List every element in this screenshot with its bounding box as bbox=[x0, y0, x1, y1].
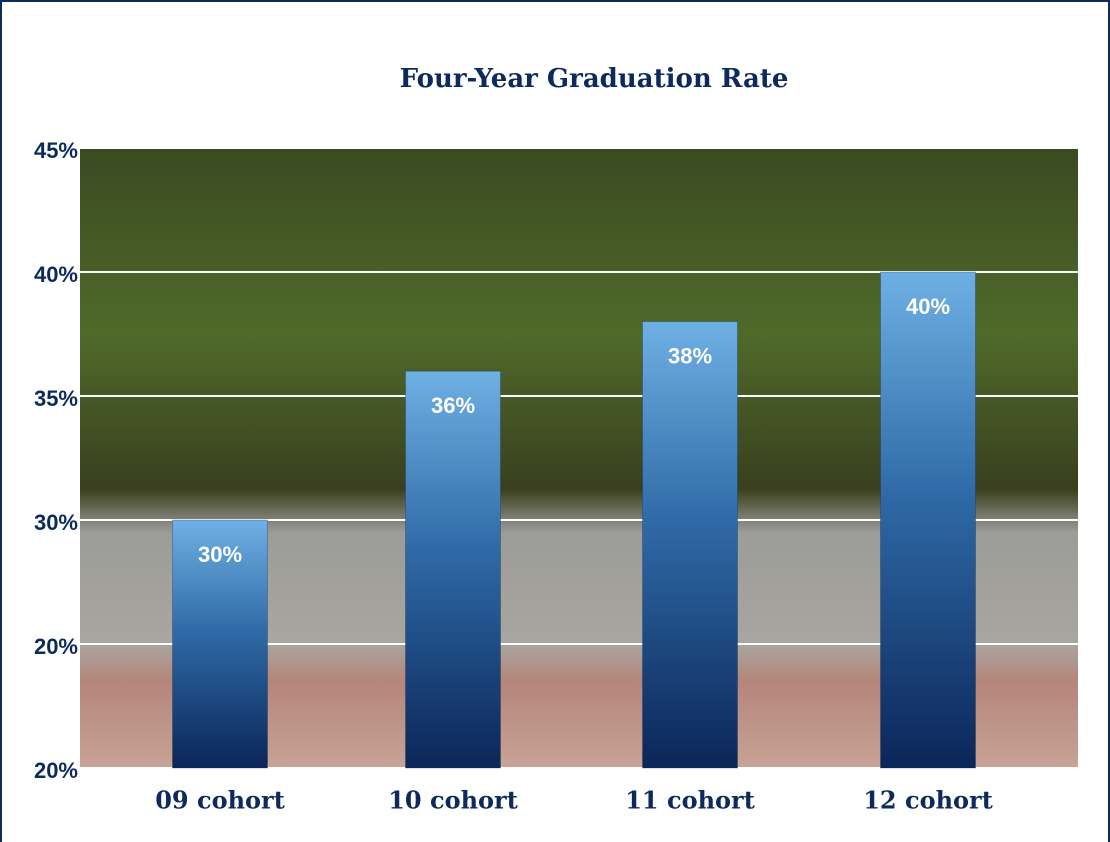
y-tick-label: 35% bbox=[34, 386, 78, 411]
value-label: 30% bbox=[198, 542, 242, 567]
value-label: 36% bbox=[431, 393, 475, 418]
y-tick-label: 20% bbox=[34, 634, 78, 659]
value-label: 38% bbox=[668, 343, 712, 368]
bar bbox=[405, 370, 501, 769]
x-tick-label: 11 cohort bbox=[625, 786, 755, 815]
value-label: 40% bbox=[906, 294, 950, 319]
bar bbox=[172, 519, 268, 769]
y-tick-label: 40% bbox=[34, 262, 78, 287]
y-tick-label: 30% bbox=[34, 510, 78, 535]
x-tick-label: 09 cohort bbox=[155, 786, 285, 815]
bar bbox=[880, 271, 976, 769]
y-tick-label: 20% bbox=[34, 758, 78, 783]
y-tick-label: 45% bbox=[34, 138, 78, 163]
x-tick-label: 10 cohort bbox=[388, 786, 518, 815]
chart-title: Four-Year Graduation Rate bbox=[400, 64, 789, 94]
x-tick-label: 12 cohort bbox=[863, 786, 993, 815]
bar bbox=[642, 321, 738, 769]
